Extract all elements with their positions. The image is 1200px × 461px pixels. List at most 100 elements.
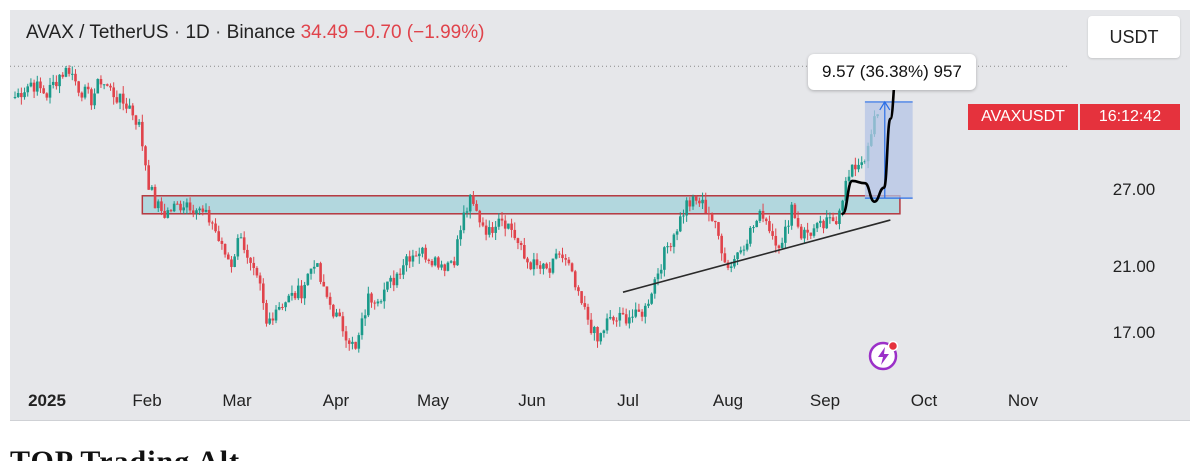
currency-button[interactable]: USDT	[1088, 16, 1180, 58]
candle-body	[344, 331, 348, 341]
candle-body	[513, 229, 517, 239]
candle-body	[701, 199, 704, 204]
candle-body	[332, 304, 335, 317]
candle-body	[548, 268, 552, 273]
price-chart[interactable]	[10, 10, 1190, 420]
x-tick-label: Sep	[809, 391, 841, 410]
candle-body	[857, 164, 860, 170]
candle-body	[156, 201, 160, 209]
candle-body	[634, 309, 638, 317]
candle-body	[602, 330, 606, 334]
candle-body	[179, 203, 182, 211]
candle-body	[58, 74, 61, 87]
candle-body	[198, 208, 201, 211]
resistance-zone	[141, 195, 901, 215]
candle-body	[214, 223, 217, 232]
candle-body	[338, 312, 341, 317]
x-tick-label: Feb	[132, 391, 162, 410]
candle-body	[621, 312, 625, 315]
candle-body	[268, 318, 271, 324]
candle-body	[656, 273, 660, 280]
candle-body	[83, 86, 87, 98]
candle-body	[487, 227, 491, 235]
candle-body	[478, 210, 482, 223]
candle-body	[532, 259, 536, 270]
candle-body	[640, 311, 644, 317]
candle-body	[828, 217, 832, 219]
x-tick-label: Apr	[322, 391, 350, 410]
x-tick-label: Mar	[222, 391, 252, 410]
candle-body	[452, 261, 456, 266]
candle-body	[373, 302, 376, 304]
candle-body	[589, 319, 593, 334]
footer-title-cropped: TOP Trading Alt	[10, 449, 1190, 461]
candle-body	[376, 301, 380, 304]
candle-body	[758, 210, 762, 221]
candle-body	[787, 225, 790, 227]
candle-body	[134, 115, 138, 125]
candle-body	[414, 255, 418, 257]
candle-body	[844, 180, 848, 201]
candle-body	[777, 245, 781, 249]
candle-body	[300, 285, 303, 299]
candle-body	[554, 253, 558, 259]
header-separator: ·	[173, 22, 181, 43]
candle-body	[367, 293, 370, 316]
candle-body	[182, 207, 186, 211]
lightning-bolt-icon[interactable]	[868, 339, 900, 371]
candle-body	[615, 320, 618, 322]
candle-body	[185, 202, 189, 208]
candle-body	[468, 195, 472, 212]
candle-body	[507, 223, 510, 229]
candle-body	[32, 82, 36, 92]
candle-body	[150, 186, 154, 190]
chart-container[interactable]: AVAX / TetherUS · 1D · Binance 34.49 −0.…	[10, 10, 1190, 421]
candle-body	[23, 92, 26, 98]
candle-body	[790, 204, 793, 226]
candle-body	[717, 222, 720, 236]
candle-body	[319, 263, 322, 282]
candle-body	[446, 262, 450, 271]
candle-body	[242, 237, 246, 250]
candle-body	[481, 222, 485, 226]
candle-body	[484, 225, 488, 235]
candle-body	[596, 326, 599, 342]
candle-body	[605, 318, 609, 331]
candle-body	[51, 81, 55, 85]
symbol-pair[interactable]: AVAX / TetherUS	[26, 22, 169, 43]
candle-body	[739, 250, 743, 253]
candle-body	[710, 213, 714, 221]
candle-body	[682, 215, 685, 217]
candle-body	[637, 309, 641, 312]
candle-body	[99, 79, 103, 85]
candle-body	[516, 238, 520, 244]
candle-body	[742, 249, 746, 251]
candle-body	[841, 200, 844, 211]
candle-body	[500, 218, 504, 221]
candle-body	[29, 82, 33, 87]
candle-body	[430, 260, 434, 266]
candle-body	[239, 237, 243, 239]
candle-body	[494, 226, 497, 233]
candle-body	[586, 306, 590, 320]
measure-tooltip: 9.57 (36.38%) 957	[808, 54, 976, 90]
interval-label[interactable]: 1D	[185, 22, 210, 43]
candle-body	[675, 231, 679, 235]
candle-body	[745, 243, 749, 250]
candle-body	[523, 244, 526, 259]
candle-body	[421, 247, 424, 254]
candle-body	[121, 93, 125, 104]
candle-body	[201, 208, 205, 212]
candle-body	[529, 262, 532, 270]
candle-body	[806, 229, 809, 233]
candle-body	[427, 259, 431, 261]
candle-body	[854, 164, 857, 170]
candle-body	[166, 210, 170, 218]
price-scale-symbol-tag: AVAXUSDT	[968, 104, 1078, 130]
candle-body	[628, 317, 631, 324]
candle-body	[61, 74, 65, 77]
candle-body	[271, 318, 275, 321]
candle-body	[424, 247, 427, 260]
candle-body	[96, 79, 100, 94]
y-tick-label: 21.00	[1112, 257, 1156, 276]
